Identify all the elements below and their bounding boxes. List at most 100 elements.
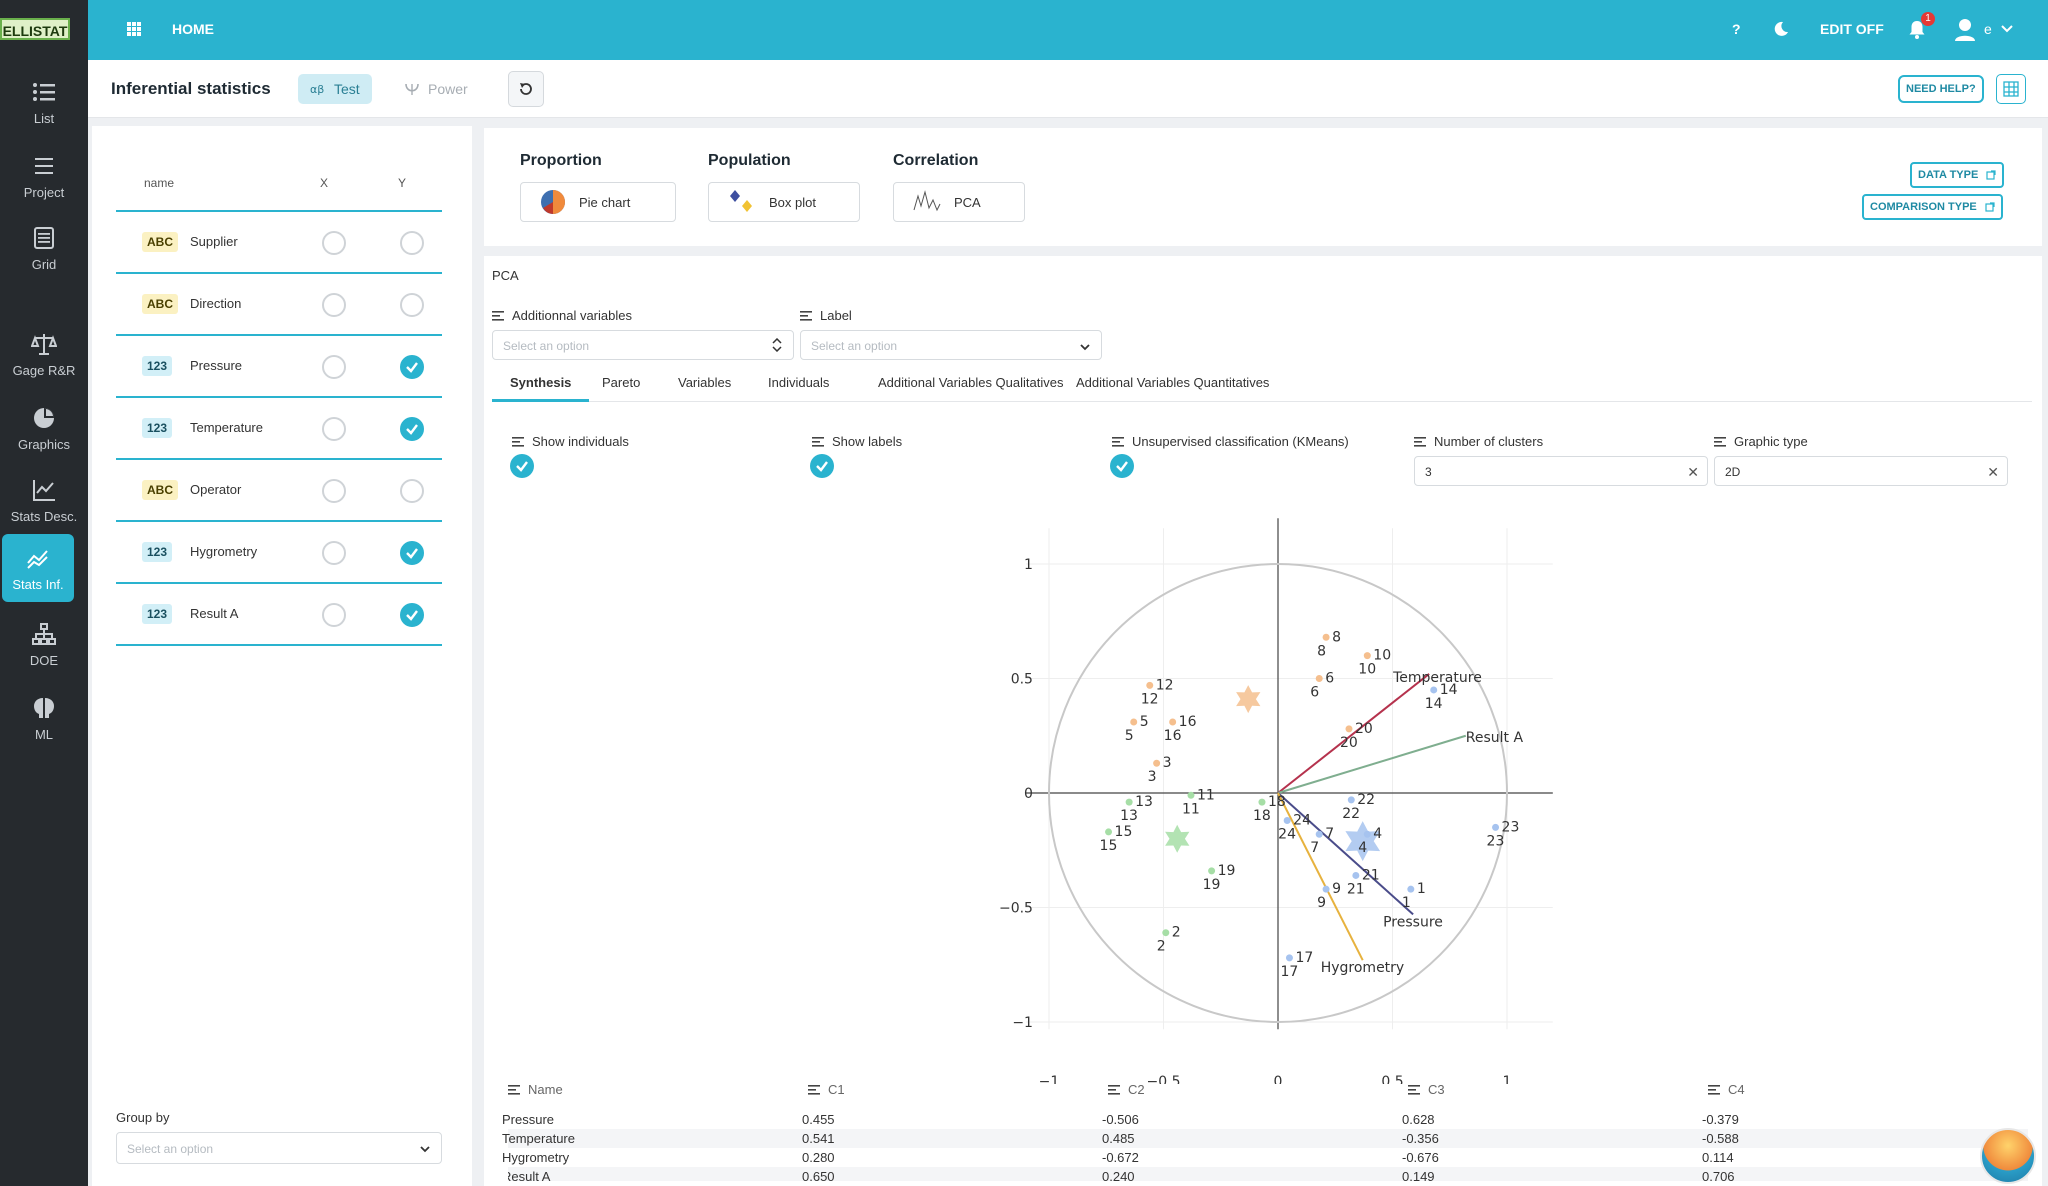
home-link[interactable]: HOME: [172, 21, 214, 37]
y-radio-checked[interactable]: [400, 541, 424, 565]
nav-project[interactable]: Project: [0, 142, 88, 210]
table-view-button[interactable]: [1996, 74, 2026, 104]
kmeans-text: Unsupervised classification (KMeans): [1132, 434, 1349, 449]
assistant-avatar-button[interactable]: [1980, 1128, 2036, 1184]
clusters-input[interactable]: 3 ✕: [1414, 456, 1708, 486]
x-radio[interactable]: [322, 417, 346, 441]
data-type-button[interactable]: DATA TYPE: [1910, 162, 2005, 188]
y-radio-checked[interactable]: [400, 603, 424, 627]
help-button[interactable]: ?: [1732, 21, 1741, 37]
moon-icon[interactable]: [1772, 20, 1790, 38]
check-icon: [516, 461, 528, 472]
bell-icon[interactable]: [1908, 19, 1926, 39]
individual-point: [1492, 823, 1500, 831]
label-select[interactable]: Select an option: [800, 330, 1102, 360]
tab-additional-qualitatives[interactable]: Additional Variables Qualitatives: [878, 375, 1064, 390]
point-label: 4: [1373, 826, 1382, 842]
clear-icon[interactable]: ✕: [1687, 464, 1699, 480]
x-radio[interactable]: [322, 541, 346, 565]
nav-doe[interactable]: DOE: [0, 610, 88, 678]
kmeans-checkbox[interactable]: [1110, 454, 1134, 478]
y-radio-checked[interactable]: [400, 355, 424, 379]
pca-button[interactable]: PCA: [893, 182, 1025, 222]
point-label: 23: [1487, 833, 1505, 849]
y-tick-label: 1: [1024, 557, 1033, 573]
sub-header: Inferential statistics αβ Test Power NEE…: [88, 60, 2048, 118]
y-radio[interactable]: [400, 231, 424, 255]
loadings-header-name: Name: [508, 1082, 563, 1097]
nav-graphics[interactable]: Graphics: [0, 394, 88, 462]
nav-grid[interactable]: Grid: [0, 214, 88, 282]
tab-variables[interactable]: Variables: [678, 375, 732, 390]
graphic-type-input[interactable]: 2D ✕: [1714, 456, 2008, 486]
align-left-icon: [1714, 436, 1726, 447]
user-name[interactable]: e: [1984, 21, 1992, 37]
chevron-down-icon[interactable]: [2000, 22, 2014, 36]
header-text: C1: [828, 1082, 845, 1097]
x-radio[interactable]: [322, 355, 346, 379]
point-label: 2: [1157, 939, 1166, 955]
user-icon[interactable]: [1954, 18, 1976, 42]
test-icon: αβ: [310, 83, 324, 96]
align-left-icon: [492, 310, 504, 321]
point-label: 5: [1125, 728, 1134, 744]
hierarchy-icon: [32, 622, 56, 645]
point-label: 8: [1317, 643, 1326, 659]
cell-name: Result A: [508, 1169, 551, 1181]
graphic-type-value: 2D: [1725, 465, 1741, 479]
nav-stats-desc[interactable]: Stats Desc.: [0, 466, 88, 534]
variable-row-result-a: 123 Result A: [116, 584, 442, 646]
divider: [116, 210, 442, 212]
show-individuals-checkbox[interactable]: [510, 454, 534, 478]
cell-c1: 0.541: [802, 1131, 835, 1146]
need-help-button[interactable]: NEED HELP?: [1898, 75, 1984, 103]
comparison-type-button[interactable]: COMPARISON TYPE: [1862, 194, 2003, 220]
point-label: 22: [1357, 792, 1375, 808]
reset-button[interactable]: [508, 71, 544, 107]
loadings-row: Pressure 0.455 -0.506 0.628 -0.379: [502, 1110, 2028, 1129]
power-tab-label: Power: [428, 81, 468, 97]
pie-chart-button[interactable]: Pie chart: [520, 182, 676, 222]
y-radio[interactable]: [400, 479, 424, 503]
x-radio[interactable]: [322, 293, 346, 317]
individual-point: [1407, 885, 1415, 893]
power-tab[interactable]: Power: [392, 74, 480, 104]
nav-ml[interactable]: ML: [0, 684, 88, 752]
y-radio[interactable]: [400, 293, 424, 317]
x-radio[interactable]: [322, 479, 346, 503]
cell-c3: -0.356: [1402, 1131, 1439, 1146]
external-link-icon: [1986, 170, 1996, 180]
label-placeholder: Select an option: [811, 339, 898, 353]
tab-individuals[interactable]: Individuals: [768, 375, 830, 390]
point-label: 19: [1218, 863, 1236, 879]
box-plot-button[interactable]: Box plot: [708, 182, 860, 222]
x-radio[interactable]: [322, 231, 346, 255]
x-radio[interactable]: [322, 603, 346, 627]
header-text: C4: [1728, 1082, 1745, 1097]
header-text: Name: [528, 1082, 563, 1097]
show-labels-checkbox[interactable]: [810, 454, 834, 478]
label-label: Label: [800, 308, 852, 323]
individual-point: [1352, 871, 1360, 879]
group-by-select[interactable]: Select an option: [116, 1132, 442, 1164]
apps-grid-icon[interactable]: [126, 21, 142, 37]
y-radio-checked[interactable]: [400, 417, 424, 441]
additional-variables-select[interactable]: Select an option: [492, 330, 794, 360]
additional-variables-text: Additionnal variables: [512, 308, 632, 323]
column-x: X: [320, 176, 329, 190]
clusters-label: Number of clusters: [1414, 434, 1543, 449]
nav-list[interactable]: List: [0, 68, 88, 136]
cell-name: Temperature: [502, 1131, 575, 1146]
edit-toggle[interactable]: EDIT OFF: [1820, 21, 1884, 37]
nav-gage[interactable]: Gage R&R: [0, 320, 88, 388]
tab-pareto[interactable]: Pareto: [602, 375, 641, 390]
clear-icon[interactable]: ✕: [1987, 464, 1999, 480]
show-labels-label: Show labels: [812, 434, 902, 449]
individual-point: [1315, 830, 1323, 838]
nav-label: Grid: [31, 256, 57, 272]
tab-synthesis[interactable]: Synthesis: [492, 368, 590, 402]
tab-additional-quantitatives[interactable]: Additional Variables Quantitatives: [1076, 375, 1270, 390]
test-tab[interactable]: αβ Test: [298, 74, 372, 104]
point-label: 1: [1417, 881, 1426, 897]
nav-stats-inf[interactable]: Stats Inf.: [2, 534, 74, 602]
